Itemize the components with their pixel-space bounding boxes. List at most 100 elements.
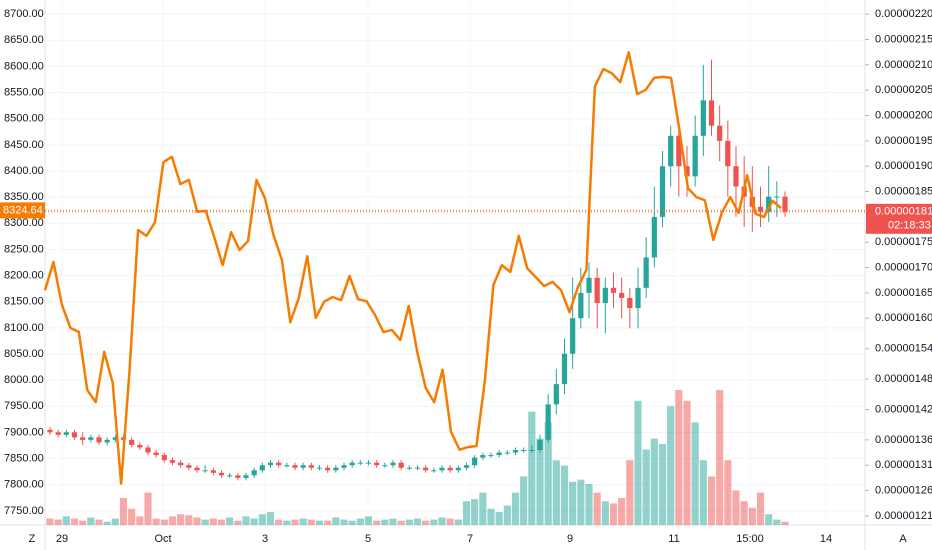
x-tick-label: 29 [56,533,68,545]
candle-body [504,452,510,454]
candle-body [627,297,633,309]
volume-bar [765,514,773,525]
volume-bar [658,444,667,525]
volume-bar [160,519,168,525]
candle-body [447,467,453,471]
candle-body [537,439,543,450]
volume-bar [495,512,503,525]
candle-body [104,439,110,443]
y2-tick-label: 0.00000215 [875,33,932,45]
volume-bar [667,406,675,525]
volume-bar [70,518,79,525]
volume-bar [683,400,691,525]
volume-bar [389,518,397,525]
candle-body [472,457,478,466]
candle-body [325,467,331,471]
candle-body [635,287,641,309]
candle-body [267,462,274,466]
candle-body [586,277,592,293]
volume-bar [242,516,250,525]
last-price-tag [0,202,45,219]
candle-body [782,196,788,212]
y2-tick-label: 0.00000160 [875,312,932,324]
volume-bar [356,518,364,525]
y-tick-label: 7750.00 [4,505,44,517]
y2-tick-label: 0.00000220 [875,8,932,20]
candle-body [651,216,657,258]
candle-body [316,467,323,469]
candle-body [594,277,600,304]
y-tick-label: 7950.00 [4,400,44,412]
candle-body [161,455,167,461]
volume-bar [136,516,144,525]
volume-bar [732,490,740,525]
candle-body [398,462,404,468]
candle-body [178,462,184,466]
volume-bar [454,519,462,525]
candle-body [153,452,159,456]
volume-bar [185,515,193,525]
candle-body [186,465,192,468]
volume-bar [626,460,634,525]
y-tick-label: 8500.00 [4,113,44,125]
y2-tick-label: 0.00000175 [875,236,932,248]
candle-body [145,447,151,453]
volume-bar [307,519,315,525]
x-tick-label: 9 [567,533,573,545]
last-price2-label: 0.00000181 [875,206,932,218]
volume-bar [217,519,226,525]
volume-bar [234,520,242,525]
y2-tick-label: 0.00000154 [875,343,932,355]
candle-body [341,465,347,468]
candle-body [463,465,470,468]
volume-bar [569,481,577,525]
candle-body [668,135,674,167]
volume-bar [348,520,356,525]
candle-body [300,465,306,468]
candle-body [71,432,78,438]
candle-body [374,462,380,466]
volume-bar [283,520,291,525]
volume-bar [128,508,136,525]
volume-bar [536,438,544,525]
volume-bar [315,520,324,525]
y-tick-label: 7900.00 [4,426,44,438]
y2-tick-label: 0.00000170 [875,261,932,273]
y2-tick-label: 0.00000165 [875,287,932,299]
volume-bar [275,519,283,525]
volume-bar [560,465,569,525]
countdown-label: 02:18:33 [888,220,931,232]
candle-body [235,475,241,478]
y2-tick-label: 0.00000136 [875,434,932,446]
y-tick-label: 7800.00 [4,479,44,491]
volume-bar [585,483,593,525]
zoom-button[interactable]: Z [29,533,36,545]
y-tick-label: 8050.00 [4,348,44,360]
x-tick-label: 14 [820,533,832,545]
volume-bar [430,519,438,525]
candle-body [496,452,502,456]
volume-bar [756,492,765,525]
candle-body [112,437,118,440]
y2-tick-label: 0.00000185 [875,185,932,197]
y2-tick-label: 0.00000148 [875,373,932,385]
candle-body [80,437,86,440]
volume-bar [144,492,152,525]
candle-body [684,166,690,177]
volume-bar [250,518,258,525]
candle-body [349,462,355,466]
y-tick-label: 8600.00 [4,60,44,72]
auto-scale-button[interactable]: A [899,533,907,545]
volume-bar [520,476,528,525]
volume-bar [634,400,642,525]
volume-bar [528,411,536,525]
candle-body [512,450,519,453]
candle-body [202,470,208,472]
volume-bar [332,517,340,525]
volume-bar [544,422,552,525]
candle-body [570,318,576,354]
x-tick-label: 7 [467,533,473,545]
volume-bar [511,492,520,525]
y-tick-label: 8200.00 [4,269,44,281]
